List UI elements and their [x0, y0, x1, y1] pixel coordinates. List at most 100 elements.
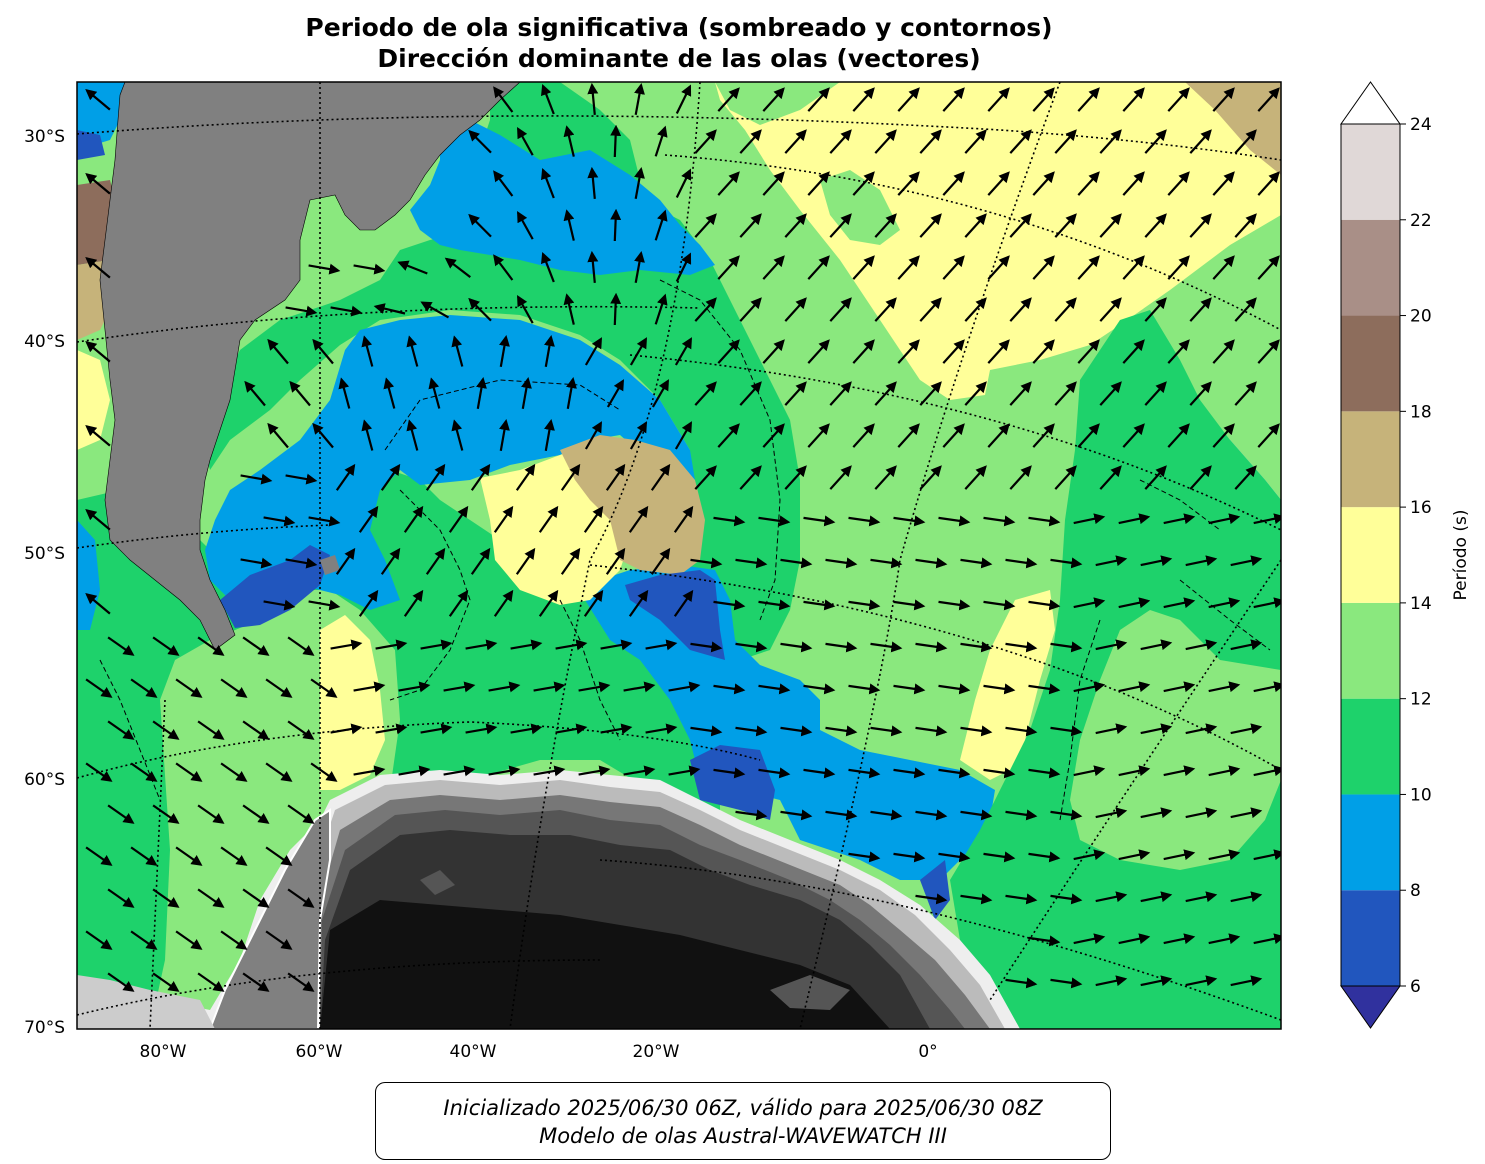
wave-vector: [915, 893, 948, 905]
wave-vector: [717, 171, 740, 196]
wave-vector: [152, 972, 180, 992]
wave-vector: [493, 86, 514, 113]
wave-vector: [919, 297, 942, 322]
wave-vector: [406, 335, 419, 367]
wave-vector: [1163, 933, 1196, 945]
wave-vector: [220, 846, 248, 866]
wave-vector: [964, 213, 987, 238]
wave-vector: [1185, 807, 1218, 819]
wave-vector: [848, 683, 881, 695]
wave-vector: [668, 681, 701, 693]
wave-vector: [289, 380, 311, 407]
wave-vector: [825, 641, 858, 653]
wave-vector: [784, 129, 807, 154]
colorbar-bin-2: [1341, 698, 1400, 795]
wave-vector: [541, 251, 555, 283]
wave-vector: [510, 639, 543, 651]
wave-vector: [870, 725, 903, 737]
field-16-18-northeast: [1185, 82, 1281, 175]
colorbar-under-triangle: [1340, 985, 1401, 1029]
wave-vector: [152, 720, 180, 740]
footer-info-box: Inicializado 2025/06/30 06Z, válido para…: [375, 1082, 1111, 1160]
wave-vector: [758, 767, 791, 779]
wave-vector: [197, 636, 225, 656]
colorbar-label: Período (s): [1451, 510, 1471, 601]
wave-vector: [803, 683, 836, 695]
wave-vector: [1118, 681, 1151, 693]
wave-vector: [852, 423, 875, 448]
wave-vector: [1118, 597, 1151, 609]
wave-vector: [515, 463, 536, 491]
wave-vector: [380, 547, 401, 575]
wave-vector: [533, 765, 566, 777]
wave-vector: [1189, 213, 1212, 238]
wave-vector: [942, 423, 965, 448]
wave-vector: [1099, 129, 1122, 154]
wave-vector: [444, 257, 471, 278]
wave-vector: [285, 305, 318, 317]
wave-vector: [874, 465, 897, 490]
wave-vector: [361, 419, 374, 451]
wave-vector: [870, 557, 903, 569]
wave-vector: [1230, 975, 1263, 987]
wave-vector: [420, 723, 453, 735]
wave-vector: [1253, 849, 1281, 861]
wave-vector: [915, 641, 948, 653]
wave-vector: [1140, 723, 1173, 735]
wave-vector: [1185, 975, 1218, 987]
wave-vector: [499, 335, 510, 367]
wave-vector: [983, 515, 1016, 527]
wave-vector: [1140, 975, 1173, 987]
wave-vector: [1140, 555, 1173, 567]
wave-vector: [1122, 339, 1145, 364]
colorbar-tick-label-1: 8: [1410, 881, 1421, 901]
wave-vector: [493, 254, 514, 281]
wave-vector: [358, 589, 379, 617]
wave-vector: [583, 589, 604, 617]
wave-vector: [263, 599, 296, 611]
wave-vector: [1234, 129, 1257, 154]
wave-vector: [717, 255, 740, 280]
wave-vector: [739, 381, 762, 406]
map-title-line-1: Periodo de ola significativa (sombreado …: [305, 13, 1053, 42]
wave-vector: [1073, 513, 1106, 525]
wave-vector: [1095, 891, 1128, 903]
wave-vector: [1073, 765, 1106, 777]
wave-vector: [563, 209, 575, 241]
field-10-12-east-band: [950, 310, 1281, 1029]
wave-vector: [287, 972, 315, 992]
wave-vector: [197, 888, 225, 908]
wave-vector: [623, 681, 656, 693]
wave-vector: [1167, 87, 1190, 112]
wave-vector: [358, 505, 379, 533]
wave-vector: [938, 515, 971, 527]
wave-vector: [1122, 423, 1145, 448]
wave-vector: [870, 641, 903, 653]
wave-vector: [1099, 213, 1122, 238]
wave-vector: [829, 381, 852, 406]
wave-vector: [242, 804, 270, 824]
wave-vector: [694, 213, 717, 238]
wave-vector: [287, 636, 315, 656]
wave-vector: [1257, 423, 1280, 448]
wave-vector: [220, 930, 248, 950]
wave-vector: [375, 723, 408, 735]
wave-vector: [470, 463, 491, 491]
wave-vector: [555, 639, 588, 651]
wave-vector: [353, 765, 386, 777]
wave-vector: [942, 255, 965, 280]
wave-vector: [265, 678, 293, 698]
wave-vector: [544, 335, 555, 367]
wave-vector: [310, 678, 338, 698]
wave-vector: [420, 639, 453, 651]
wave-vector: [403, 589, 424, 617]
wave-vector: [942, 87, 965, 112]
wave-vector: [175, 930, 203, 950]
wave-vector: [1189, 381, 1212, 406]
wave-vector: [784, 213, 807, 238]
wave-vector: [451, 419, 464, 451]
wave-vector: [780, 641, 813, 653]
wave-vector: [533, 681, 566, 693]
map-plot-area: [77, 82, 1281, 1029]
wave-vector: [517, 126, 534, 156]
